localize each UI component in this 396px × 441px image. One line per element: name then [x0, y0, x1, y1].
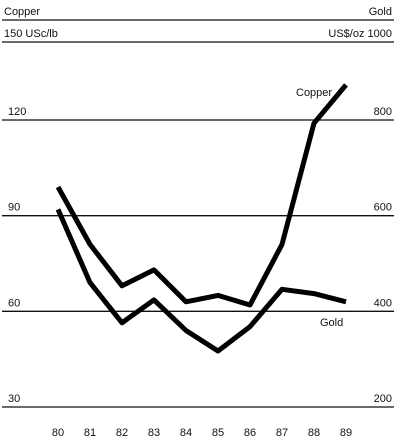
x-tick-label: 83: [148, 427, 160, 439]
left-axis-unit: 150 USc/lb: [4, 28, 58, 40]
left-axis-title: Copper: [4, 6, 40, 18]
left-tick-label: 90: [8, 202, 20, 214]
right-tick-label: 600: [374, 202, 392, 214]
right-tick-label: 400: [374, 297, 392, 309]
x-tick-label: 84: [180, 427, 192, 439]
copper-line: [55, 83, 348, 308]
series-lines: [55, 83, 348, 354]
right-tick-label: 200: [374, 393, 392, 405]
right-axis-title: Gold: [369, 6, 392, 18]
series-label-gold: Gold: [320, 317, 343, 329]
x-tick-label: 81: [84, 427, 96, 439]
x-tick-label: 86: [244, 427, 256, 439]
gridlines: [2, 119, 394, 408]
right-axis-unit: US$/oz 1000: [328, 28, 392, 40]
left-tick-label: 120: [8, 106, 26, 118]
x-tick-label: 88: [308, 427, 320, 439]
x-tick-label: 89: [340, 427, 352, 439]
gold-line: [55, 208, 347, 354]
right-tick-label: 800: [374, 106, 392, 118]
left-tick-label: 60: [8, 297, 20, 309]
x-tick-label: 82: [116, 427, 128, 439]
left-tick-label: 30: [8, 393, 20, 405]
series-label-copper: Copper: [296, 87, 332, 99]
right-axis-ticks: 200 400 600 800: [374, 106, 392, 405]
left-axis-ticks: 30 60 90 120: [8, 106, 26, 405]
x-axis-ticks: 80 81 82 83 84 85 86 87 88 89: [52, 427, 352, 439]
x-tick-label: 87: [276, 427, 288, 439]
x-tick-label: 85: [212, 427, 224, 439]
x-tick-label: 80: [52, 427, 64, 439]
